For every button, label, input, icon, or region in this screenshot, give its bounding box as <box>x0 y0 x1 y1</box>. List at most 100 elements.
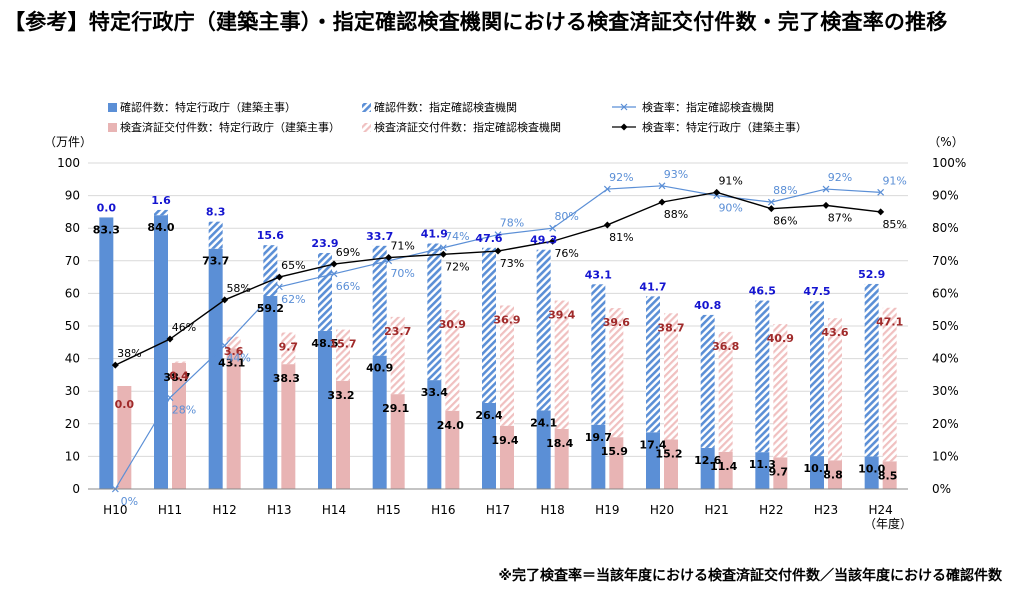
legend-label: 検査率：指定確認検査機関 <box>642 100 774 114</box>
marker-rate-admin <box>658 198 666 206</box>
marker-rate-admin <box>111 361 119 369</box>
label-rate-agency: 93% <box>664 168 688 181</box>
bar-issued-admin <box>828 460 842 489</box>
marker-rate-agency <box>767 198 775 206</box>
bar-issued-admin <box>336 380 350 489</box>
bar-confirm-agency <box>536 249 551 411</box>
x-tick-label: H14 <box>322 503 346 517</box>
marker-rate-admin <box>822 201 830 209</box>
legend-swatch <box>362 103 371 112</box>
legend-label: 検査率：特定行政庁（建築主事） <box>642 120 807 134</box>
bar-issued-agency <box>172 361 186 363</box>
bar-confirm-admin <box>372 355 387 489</box>
label-confirm-admin: 59.2 <box>257 302 284 315</box>
bar-issued-agency <box>828 318 842 461</box>
bar-issued-admin <box>226 348 241 489</box>
label-issued-admin: 15.9 <box>601 445 628 458</box>
label-rate-admin: 58% <box>226 282 250 295</box>
bar-confirm-admin <box>427 380 442 489</box>
bar-issued-admin <box>882 461 897 489</box>
marker-rate-agency <box>877 188 885 196</box>
legend-label: 検査済証交付件数：特定行政庁（建築主事） <box>120 120 340 134</box>
label-issued-admin: 38.7 <box>163 371 190 384</box>
bar-issued-admin <box>390 394 405 489</box>
bar-confirm-agency <box>755 300 770 453</box>
label-rate-agency: 28% <box>172 404 196 417</box>
label-confirm-admin: 83.3 <box>93 223 120 236</box>
page-title: 【参考】特定行政庁（建築主事）・指定確認検査機関における検査済証交付件数・完了検… <box>4 10 948 34</box>
label-confirm-admin: 26.4 <box>475 409 502 422</box>
label-confirm-agency: 41.9 <box>421 228 448 241</box>
bar-issued-admin <box>664 439 678 489</box>
label-rate-agency: 70% <box>390 267 414 280</box>
bar-issued-agency <box>554 300 569 430</box>
label-rate-agency: 88% <box>773 184 797 197</box>
bar-issued-agency <box>336 329 350 381</box>
y-right-axis-label: （%） <box>928 135 963 149</box>
y-right-tick-label: 70% <box>932 254 959 268</box>
label-rate-agency: 44% <box>226 352 250 365</box>
y-right-tick-label: 50% <box>932 319 959 333</box>
label-issued-agency: 47.1 <box>876 316 903 329</box>
label-confirm-agency: 46.5 <box>749 285 776 298</box>
legend-marker <box>620 123 628 131</box>
x-tick-label: H23 <box>814 503 838 517</box>
y-right-tick-label: 80% <box>932 221 959 235</box>
label-issued-agency: 0.4 <box>169 370 189 383</box>
marker-rate-agency <box>549 224 557 232</box>
x-tick-label: H16 <box>431 503 455 517</box>
label-confirm-admin: 12.6 <box>694 454 721 467</box>
x-tick-label: H12 <box>213 503 237 517</box>
bar-confirm-agency <box>646 296 660 433</box>
bar-issued-agency <box>390 316 405 395</box>
label-issued-agency: 3.6 <box>224 345 244 358</box>
label-rate-agency: 91% <box>882 174 906 187</box>
x-unit-label: （年度） <box>864 516 912 531</box>
legend-label: 確認件数：指定確認検査機関 <box>374 100 517 114</box>
label-confirm-agency: 49.3 <box>530 234 557 247</box>
bar-issued-admin <box>172 362 186 489</box>
marker-rate-agency <box>275 283 283 291</box>
grid <box>88 162 908 490</box>
bar-confirm-agency <box>263 245 278 297</box>
label-confirm-agency: 0.0 <box>97 201 117 214</box>
label-issued-admin: 18.4 <box>546 437 573 450</box>
label-issued-admin: 8.5 <box>878 469 898 482</box>
label-rate-admin: 73% <box>500 257 524 270</box>
label-rate-agency: 0% <box>121 495 138 508</box>
label-confirm-agency: 52.9 <box>858 268 885 281</box>
label-rate-admin: 81% <box>609 231 633 244</box>
label-rate-admin: 69% <box>336 246 360 259</box>
bar-confirm-agency <box>810 301 824 457</box>
label-issued-agency: 30.9 <box>439 318 466 331</box>
marker-rate-admin <box>330 260 338 268</box>
marker-rate-agency <box>330 270 338 278</box>
bar-confirm-admin <box>263 296 278 489</box>
label-confirm-admin: 17.4 <box>639 438 666 451</box>
x-tick-label: H21 <box>705 503 729 517</box>
bar-issued-admin <box>281 364 296 489</box>
label-rate-agency: 66% <box>336 280 360 293</box>
label-confirm-admin: 33.4 <box>421 386 448 399</box>
bar-issued-agency <box>773 324 788 458</box>
y-left-tick-label: 70 <box>65 254 80 268</box>
y-right-tick-label: 60% <box>932 286 959 300</box>
legend-swatch <box>362 123 371 132</box>
bar-confirm-agency <box>482 247 496 403</box>
label-rate-admin: 91% <box>718 174 742 187</box>
bar-confirm-agency <box>864 283 879 457</box>
data-labels: 83.30.00.084.01.638.70.473.78.343.13.659… <box>93 168 907 508</box>
bar-issued-agency <box>226 336 241 349</box>
label-issued-admin: 8.8 <box>823 468 843 481</box>
bar-confirm-admin <box>99 217 114 489</box>
marker-rate-admin <box>221 296 229 304</box>
legend-label: 確認件数：特定行政庁（建築主事） <box>120 100 296 114</box>
footnote: ※完了検査率＝当該年度における検査済証交付件数／当該年度における確認件数 <box>498 568 1002 584</box>
bar-issued-admin <box>117 385 132 489</box>
label-confirm-admin: 84.0 <box>147 221 174 234</box>
bar-issued-admin <box>554 429 569 489</box>
marker-rate-agency <box>166 394 174 402</box>
label-confirm-admin: 24.1 <box>530 416 557 429</box>
legend-swatch <box>108 103 117 112</box>
bar-issued-admin <box>500 425 514 489</box>
